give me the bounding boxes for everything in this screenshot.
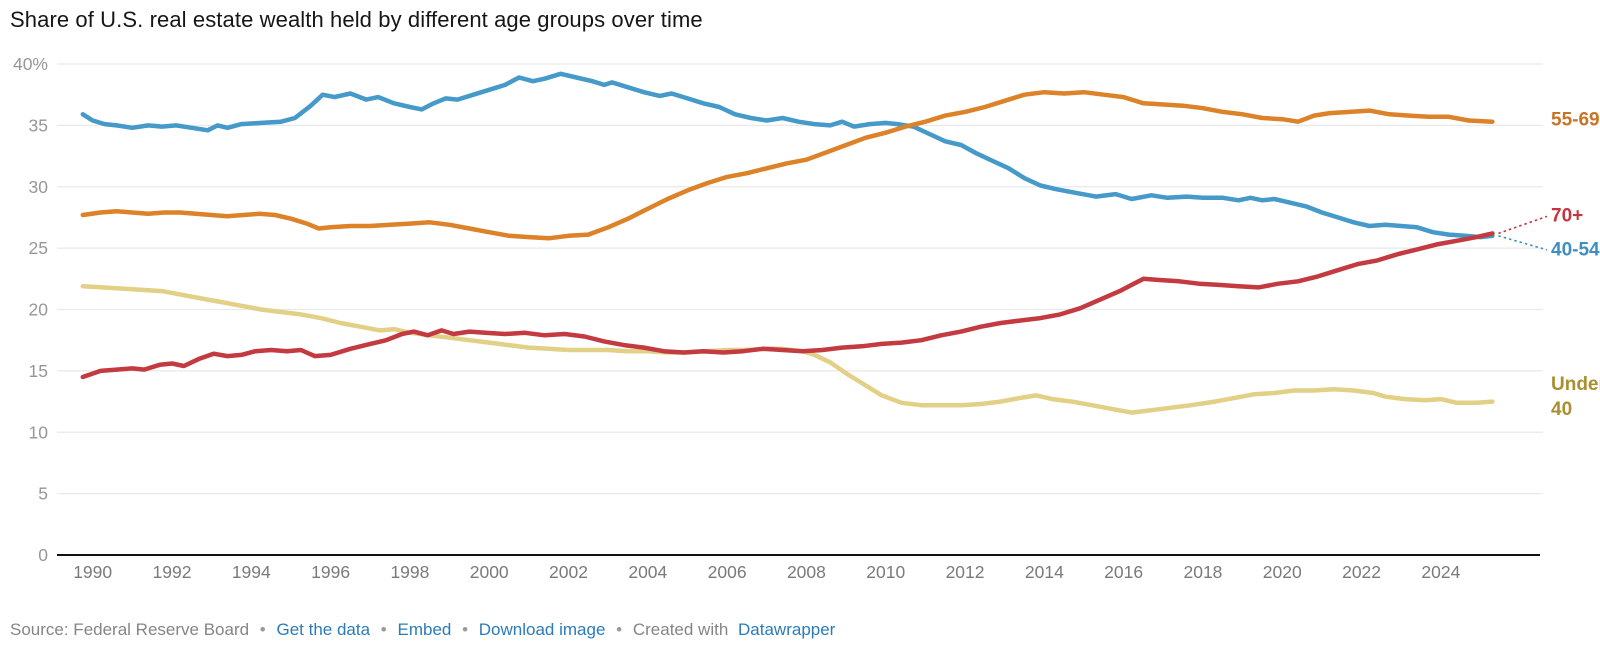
created-with-text: Created with	[632, 620, 729, 639]
chart-title: Share of U.S. real estate wealth held by…	[10, 7, 703, 32]
x-axis-tick-label: 2010	[866, 562, 905, 582]
separator-dot: •	[616, 620, 623, 639]
y-axis-tick-label: 20	[29, 300, 49, 320]
x-axis-tick-label: 2020	[1263, 562, 1302, 582]
y-axis-tick-label: 10	[29, 422, 49, 442]
get-the-data-link[interactable]: Get the data	[276, 620, 371, 639]
series-line-40-54[interactable]	[80, 71, 1495, 240]
x-axis-tick-label: 2012	[946, 562, 985, 582]
x-axis-tick-label: 2014	[1025, 562, 1064, 582]
label-leader-line	[1498, 215, 1548, 235]
x-axis-tick-label: 2002	[549, 562, 588, 582]
source-text: Source: Federal Reserve Board	[10, 620, 250, 639]
y-axis-tick-label: 25	[29, 238, 48, 258]
separator-dot: •	[380, 620, 387, 639]
embed-link[interactable]: Embed	[397, 620, 452, 639]
x-axis-tick-label: 1992	[153, 562, 192, 582]
x-axis-tick-label: 2024	[1421, 562, 1460, 582]
x-axis-tick-label: 1998	[390, 562, 429, 582]
x-axis-tick-label: 2000	[470, 562, 509, 582]
series-line-55-69[interactable]	[80, 89, 1495, 241]
x-axis-tick-label: 2004	[628, 562, 667, 582]
y-axis-tick-label: 30	[29, 177, 49, 197]
download-image-link[interactable]: Download image	[478, 620, 606, 639]
x-axis-tick-label: 2018	[1183, 562, 1222, 582]
separator-dot: •	[462, 620, 469, 639]
datawrapper-link[interactable]: Datawrapper	[738, 620, 836, 639]
series-label-40-54: 40-54	[1551, 239, 1600, 261]
y-axis-tick-label: 40%	[13, 54, 48, 74]
x-axis-tick-label: 1990	[73, 562, 112, 582]
x-axis-tick-label: 2006	[708, 562, 747, 582]
y-axis-tick-label: 5	[38, 484, 48, 504]
separator-dot: •	[259, 620, 266, 639]
x-axis-tick-label: 2022	[1342, 562, 1381, 582]
x-axis-tick-label: 1994	[232, 562, 271, 582]
series-line-70-[interactable]	[80, 231, 1495, 380]
y-axis-tick-label: 0	[38, 545, 48, 565]
y-axis-tick-label: 15	[29, 361, 48, 381]
series-label-55-69: 55-69	[1551, 109, 1600, 131]
series-label-under-40: Under 40	[1551, 373, 1600, 420]
y-axis-tick-label: 35	[29, 115, 48, 135]
series-label-70-: 70+	[1551, 205, 1584, 227]
x-axis-tick-label: 2008	[787, 562, 826, 582]
chart-canvas: 40% 35 30 25 20 15 10 5 0 1990 1992 1994 1996 1998 200…	[13, 54, 1548, 582]
chart-footer: Source: Federal Reserve Board • Get the …	[10, 620, 835, 640]
x-axis-tick-label: 2016	[1104, 562, 1143, 582]
x-axis-tick-label: 1996	[311, 562, 350, 582]
